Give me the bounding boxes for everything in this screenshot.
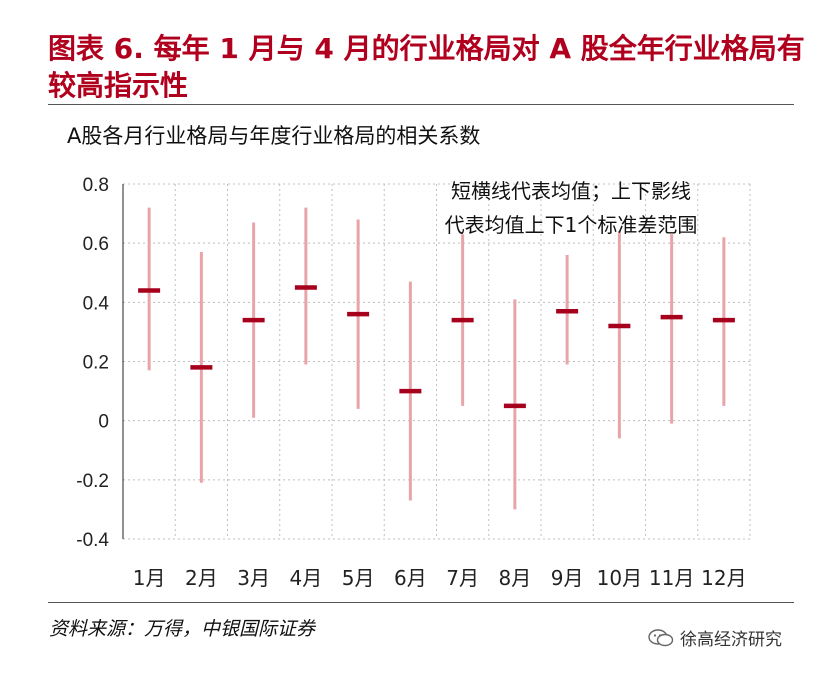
watermark: 徐高经济研究 [648, 625, 782, 650]
x-tick-label: 6月 [394, 566, 427, 590]
y-tick-label: -0.2 [76, 471, 109, 492]
wechat-icon [648, 628, 674, 646]
watermark-label: 徐高经济研究 [680, 630, 782, 650]
y-tick-label: 0.8 [83, 175, 109, 196]
x-tick-label: 4月 [290, 566, 323, 590]
x-tick-label: 1月 [133, 566, 166, 590]
legend-annotation: 短横线代表均值；上下影线 [451, 179, 691, 203]
x-tick-label: 9月 [551, 566, 584, 590]
source-note: 资料来源：万得，中银国际证券 [49, 618, 316, 640]
x-tick-label: 2月 [185, 566, 218, 590]
figure-title: 图表 6. 每年 1 月与 4 月的行业格局对 A 股全年行业格局有较高指示性 [48, 32, 805, 102]
x-tick-label: 8月 [499, 566, 532, 590]
x-tick-label: 7月 [446, 566, 479, 590]
y-tick-label: 0 [98, 412, 109, 433]
x-tick-label: 12月 [701, 566, 746, 590]
bottom-divider [48, 602, 794, 603]
legend-annotation: 代表均值上下1个标准差范围 [445, 213, 698, 237]
y-tick-label: -0.4 [76, 530, 109, 551]
y-tick-label: 0.4 [83, 293, 110, 314]
x-tick-label: 11月 [649, 566, 694, 590]
x-tick-label: 10月 [597, 566, 642, 590]
x-tick-label: 3月 [237, 566, 270, 590]
x-tick-label: 5月 [342, 566, 375, 590]
y-tick-label: 0.6 [83, 234, 109, 255]
chart-title: A股各月行业格局与年度行业格局的相关系数 [67, 124, 481, 148]
y-tick-label: 0.2 [83, 353, 109, 374]
top-divider [48, 104, 794, 105]
